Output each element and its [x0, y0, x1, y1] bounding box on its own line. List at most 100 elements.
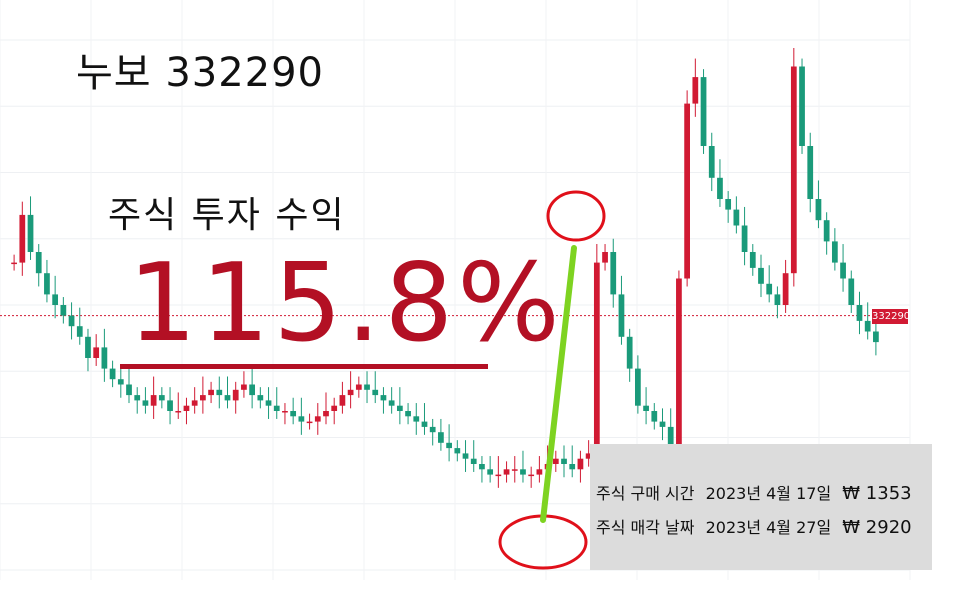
candle-body	[44, 273, 50, 295]
buy-price: ₩ 1353	[842, 483, 912, 504]
candle-body	[413, 416, 420, 422]
candle-body	[758, 267, 764, 284]
candle-body	[799, 66, 805, 146]
candle-body	[552, 458, 559, 464]
candle-body	[643, 405, 649, 411]
candle-body	[511, 469, 518, 471]
sell-info: 주식 매각 날짜 2023년 4월 27일 ₩ 2920	[596, 514, 918, 538]
candle-body	[840, 262, 846, 279]
candle-body	[635, 368, 641, 406]
candle-body	[520, 469, 526, 475]
candle-body	[676, 278, 682, 464]
candle-body	[864, 320, 871, 332]
candle-body	[306, 421, 313, 424]
stock-title: 누보 332290	[76, 50, 325, 96]
buy-label: 주식 구매 시간	[596, 484, 695, 503]
candle-body	[158, 395, 165, 401]
candle-body	[224, 395, 231, 401]
candle-body	[11, 262, 17, 265]
buy-info: 주식 구매 시간 2023년 4월 17일 ₩ 1353	[596, 480, 918, 504]
candle-body	[142, 400, 149, 406]
candle-body	[355, 384, 362, 390]
candle-body	[265, 400, 272, 406]
candle-body	[35, 252, 42, 274]
candle-body	[68, 315, 75, 327]
candle-body	[856, 305, 863, 321]
candle-body	[823, 220, 830, 242]
candle-body	[438, 432, 444, 443]
candle-body	[651, 411, 658, 422]
current-price-tag: 332290	[872, 308, 911, 324]
candle-body	[561, 458, 567, 464]
candle-body	[216, 389, 223, 396]
candle-body	[282, 411, 288, 413]
sell-point-circle	[546, 190, 606, 242]
candle-body	[175, 411, 182, 413]
candle-body	[257, 395, 264, 401]
candle-body	[232, 389, 239, 401]
chart-grid	[0, 0, 911, 580]
candle-body	[470, 458, 477, 464]
candle-body	[52, 294, 59, 305]
candle-body	[191, 400, 198, 406]
candle-body	[774, 294, 781, 305]
candle-body	[749, 252, 756, 268]
sell-date: 2023년 4월 27일	[705, 518, 832, 537]
candle-body	[708, 146, 715, 178]
investment-return-label: 주식 투자 수익	[108, 195, 346, 236]
candle-body	[421, 421, 428, 427]
candle-body	[848, 278, 855, 305]
candle-body	[446, 442, 452, 449]
candle-body	[454, 448, 461, 454]
candle-body	[314, 416, 321, 422]
candle-body	[700, 77, 707, 146]
candle-body	[331, 405, 338, 411]
profit-underline	[120, 364, 488, 369]
candle-body	[487, 469, 494, 475]
candle-body	[183, 405, 190, 411]
candle-body	[364, 384, 370, 390]
candle-body	[85, 336, 91, 358]
candle-body	[405, 411, 411, 417]
candle-body	[741, 225, 748, 252]
candle-body	[347, 389, 354, 396]
candle-body	[27, 214, 34, 252]
candle-body	[380, 395, 387, 401]
candle-body	[19, 214, 26, 263]
candle-body	[569, 464, 576, 470]
buy-point-circle	[498, 514, 588, 570]
candle-body	[495, 474, 502, 477]
candle-body	[585, 453, 592, 459]
candle-body	[807, 146, 814, 199]
candle-body	[503, 469, 510, 475]
candle-body	[831, 241, 838, 263]
candle-body	[659, 421, 666, 427]
candle-body	[109, 368, 116, 380]
candle-body	[873, 331, 879, 343]
candle-body	[101, 347, 108, 369]
candle-body	[150, 395, 157, 406]
candle-body	[733, 209, 740, 226]
candle-body	[790, 66, 797, 274]
profit-percentage: 115.8%	[128, 241, 564, 366]
sell-label: 주식 매각 날짜	[596, 518, 695, 537]
candle-body	[339, 395, 346, 406]
candle-body	[134, 395, 141, 401]
candle-body	[323, 411, 329, 417]
candle-body	[717, 177, 723, 199]
candle-body	[692, 77, 699, 104]
candle-body	[372, 389, 379, 396]
candle-body	[479, 464, 485, 470]
candle-body	[396, 405, 403, 411]
candle-body	[815, 199, 822, 221]
trade-info-box: 주식 구매 시간 2023년 4월 17일 ₩ 1353 주식 매각 날짜 20…	[590, 444, 932, 570]
candle-body	[462, 453, 469, 459]
candle-body	[782, 273, 789, 305]
candle-body	[577, 458, 584, 470]
candle-body	[249, 384, 255, 396]
candle-body	[536, 469, 543, 475]
buy-date: 2023년 4월 17일	[705, 484, 832, 503]
candle-body	[290, 411, 297, 417]
candle-body	[626, 336, 633, 369]
